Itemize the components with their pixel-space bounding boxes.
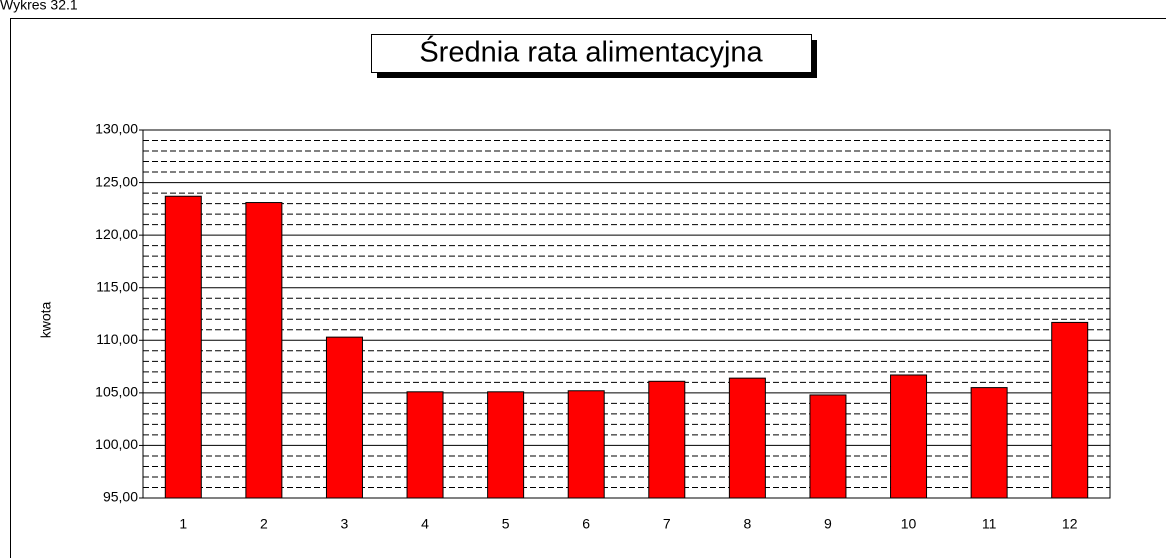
bar bbox=[325, 336, 363, 499]
y-tick-label: 95,00 bbox=[103, 489, 138, 505]
plot-frame bbox=[142, 129, 1111, 499]
x-tick-label: 1 bbox=[179, 516, 187, 532]
bar bbox=[567, 390, 605, 499]
y-tick-label: 125,00 bbox=[95, 173, 138, 189]
bar bbox=[809, 394, 847, 499]
y-axis-label: kwota bbox=[38, 302, 54, 339]
bar bbox=[406, 391, 444, 499]
x-tick-label: 10 bbox=[901, 516, 917, 532]
y-tick-label: 120,00 bbox=[95, 226, 138, 242]
y-tick-label: 100,00 bbox=[95, 436, 138, 452]
bar bbox=[648, 380, 686, 499]
x-tick-label: 9 bbox=[824, 516, 832, 532]
bar bbox=[970, 387, 1008, 499]
y-tick-label: 130,00 bbox=[95, 121, 138, 137]
bar bbox=[487, 391, 525, 499]
x-tick-label: 2 bbox=[260, 516, 268, 532]
x-tick-label: 12 bbox=[1062, 516, 1078, 532]
x-tick-label: 11 bbox=[982, 516, 997, 532]
x-tick-label: 5 bbox=[502, 516, 510, 532]
x-tick-label: 6 bbox=[582, 516, 590, 532]
chart-title: Średnia rata alimentacyjna bbox=[419, 35, 763, 69]
bar bbox=[890, 374, 928, 499]
bar bbox=[164, 195, 202, 499]
bar bbox=[728, 377, 766, 499]
x-tick-label: 3 bbox=[341, 516, 349, 532]
bar bbox=[1051, 321, 1089, 499]
y-tick-label: 115,00 bbox=[96, 278, 138, 294]
title-box bbox=[371, 34, 812, 73]
y-tick-label: 110,00 bbox=[96, 331, 138, 347]
y-tick-label: 105,00 bbox=[95, 384, 138, 400]
x-tick-label: 7 bbox=[663, 516, 671, 532]
x-tick-label: 8 bbox=[743, 516, 751, 532]
plot-area bbox=[142, 129, 1111, 499]
x-tick-label: 4 bbox=[421, 516, 429, 532]
bar bbox=[245, 202, 283, 499]
caption: Wykres 32.1 bbox=[0, 0, 78, 13]
